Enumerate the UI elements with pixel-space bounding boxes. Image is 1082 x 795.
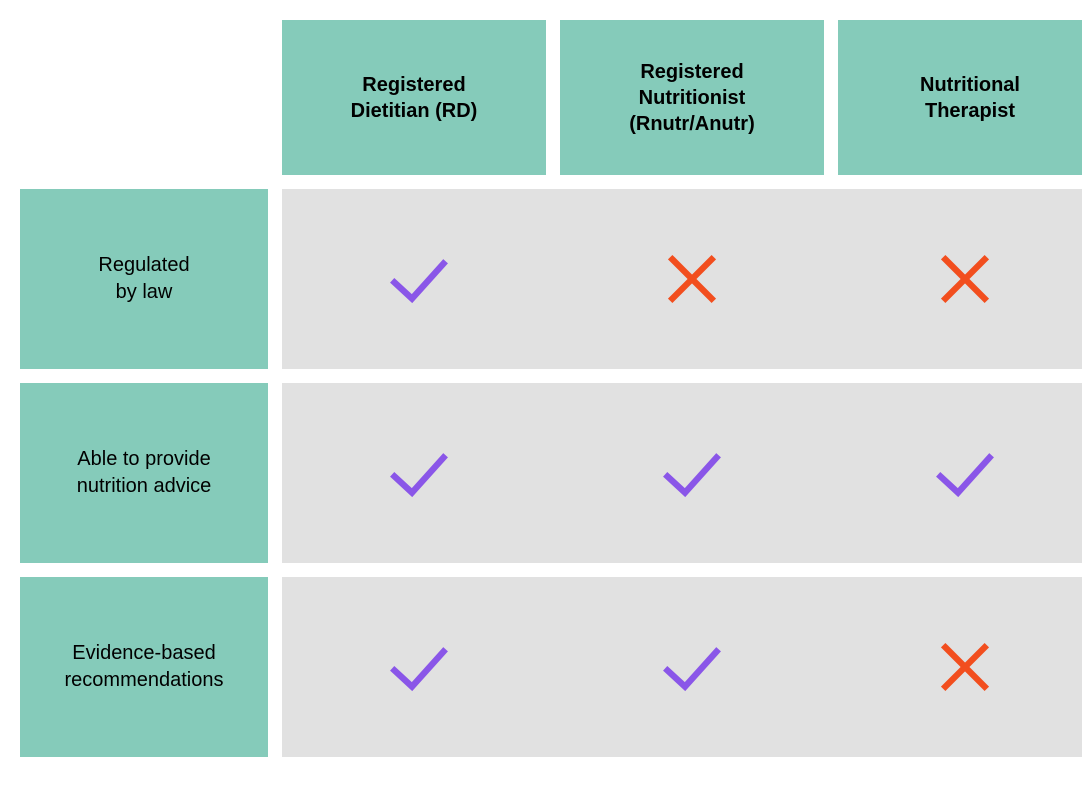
- row-header-label: Able to provide nutrition advice: [77, 446, 212, 500]
- cross-icon: [930, 244, 1000, 314]
- row-header: Evidence-based recommendations: [20, 577, 268, 757]
- column-header-label: Registered Nutritionist (Rnutr/Anutr): [629, 59, 755, 137]
- data-cell: [282, 577, 555, 757]
- data-cell: [282, 383, 555, 563]
- row-header-label: Regulated by law: [98, 252, 189, 306]
- check-icon: [657, 438, 727, 508]
- data-row: [282, 577, 1082, 757]
- check-icon: [657, 632, 727, 702]
- data-cell: [555, 577, 828, 757]
- check-icon: [384, 632, 454, 702]
- check-icon: [384, 244, 454, 314]
- data-cell: [829, 189, 1082, 369]
- column-header-label: Nutritional Therapist: [920, 72, 1020, 124]
- column-header: Nutritional Therapist: [838, 20, 1082, 175]
- check-icon: [384, 438, 454, 508]
- row-header: Regulated by law: [20, 189, 268, 369]
- row-header-label: Evidence-based recommendations: [65, 640, 224, 694]
- cross-icon: [930, 632, 1000, 702]
- data-row: [282, 189, 1082, 369]
- column-header: Registered Dietitian (RD): [282, 20, 546, 175]
- data-cell: [555, 189, 828, 369]
- cross-icon: [657, 244, 727, 314]
- data-cell: [829, 577, 1082, 757]
- comparison-table: Registered Dietitian (RD) Registered Nutr…: [20, 20, 1082, 757]
- data-cell: [555, 383, 828, 563]
- check-icon: [930, 438, 1000, 508]
- data-cell: [282, 189, 555, 369]
- column-header: Registered Nutritionist (Rnutr/Anutr): [560, 20, 824, 175]
- row-header: Able to provide nutrition advice: [20, 383, 268, 563]
- data-cell: [829, 383, 1082, 563]
- data-row: [282, 383, 1082, 563]
- column-header-label: Registered Dietitian (RD): [351, 72, 478, 124]
